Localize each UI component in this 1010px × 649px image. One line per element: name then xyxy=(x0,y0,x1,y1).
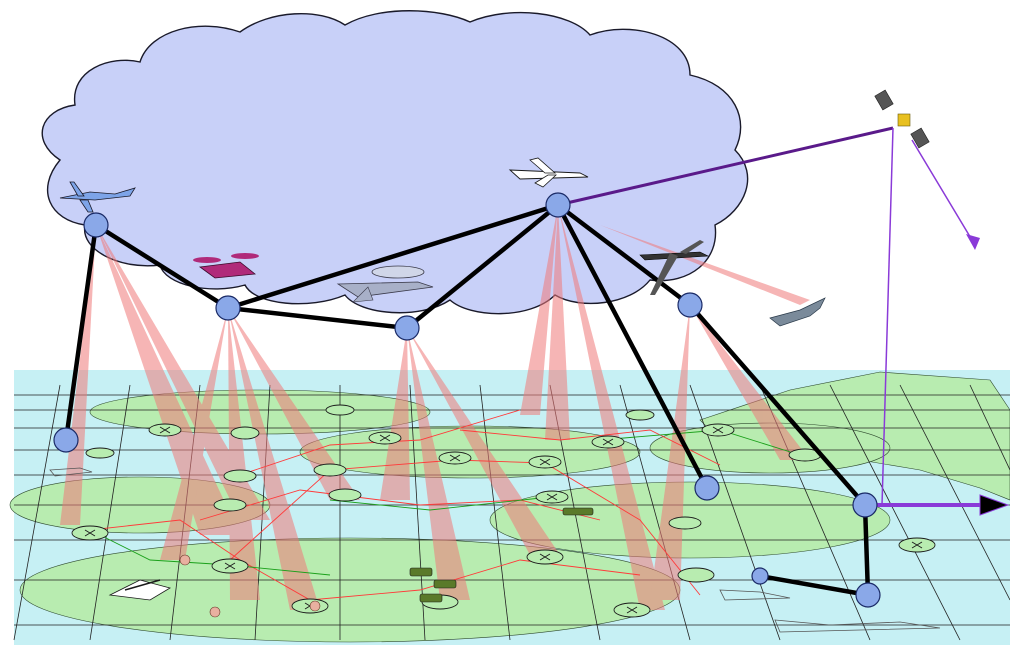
uav-icon xyxy=(59,181,136,213)
sensor-beams xyxy=(60,205,810,610)
network-node xyxy=(751,567,769,585)
network-node xyxy=(852,492,878,518)
network-nodes xyxy=(53,192,881,608)
tiltrotor-icon xyxy=(193,253,259,279)
ground-station xyxy=(328,488,362,502)
network-node xyxy=(215,295,241,321)
network-node xyxy=(394,315,420,341)
ground-station xyxy=(668,516,702,530)
radar-icon xyxy=(179,554,321,618)
network-node xyxy=(855,582,881,608)
ground-station xyxy=(625,409,655,421)
airborne-layer-cloud xyxy=(41,10,749,315)
airborne-backbone xyxy=(63,202,871,598)
fighter-icon xyxy=(769,297,826,327)
ground-station xyxy=(230,426,260,440)
satellite-icon xyxy=(874,89,930,149)
jet-icon xyxy=(639,240,710,295)
satellite-links xyxy=(557,126,1010,516)
ground-station xyxy=(313,463,347,477)
network-node xyxy=(53,427,79,453)
ship-icon xyxy=(49,467,941,633)
network-node xyxy=(677,292,703,318)
airbase-icon xyxy=(108,579,172,601)
ground-station xyxy=(213,498,247,512)
awacs-icon xyxy=(336,265,434,303)
network-node xyxy=(694,475,720,501)
network-node xyxy=(83,212,109,238)
network-node xyxy=(545,192,571,218)
airliner-icon xyxy=(508,157,589,188)
ground-station xyxy=(223,469,257,483)
ground-station xyxy=(325,404,355,416)
tank-icon xyxy=(409,507,594,603)
ground-station xyxy=(677,567,715,583)
ground-station xyxy=(85,447,115,459)
